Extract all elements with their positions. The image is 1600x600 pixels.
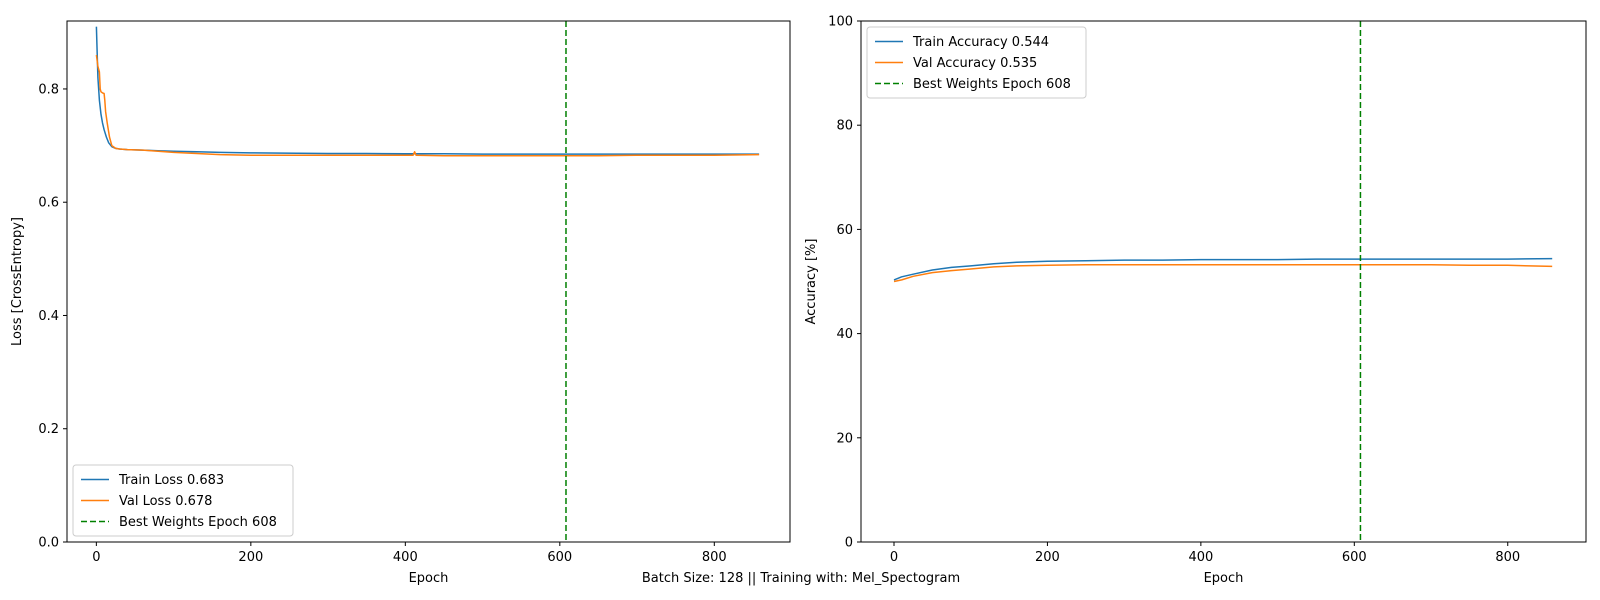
y-tick-label: 20 [836, 431, 853, 446]
y-tick-label: 0.0 [38, 536, 59, 551]
legend-label: Val Loss 0.678 [119, 494, 212, 509]
y-tick-label: 0.4 [38, 309, 59, 324]
x-tick-label: 0 [890, 550, 898, 565]
y-axis-label: Loss [CrossEntropy] [10, 217, 25, 346]
legend: Train Loss 0.683 Val Loss 0.678 Best Weigh… [72, 464, 294, 537]
x-tick-label: 800 [702, 550, 727, 565]
legend-label: Train Loss 0.683 [118, 473, 224, 488]
y-tick-label: 60 [836, 223, 853, 238]
footer-caption: Batch Size: 128 || Training with: Mel_Sp… [642, 571, 960, 586]
axes-frame [66, 20, 791, 543]
series-line-val [893, 264, 1553, 283]
loss-chart: 0 200 400 600 800 0.0 0.2 0.4 0.6 0.8 Epoch Loss [C… [10, 20, 791, 586]
y-tick-label: 0.6 [38, 196, 59, 211]
series-line-val [95, 54, 760, 157]
y-tick-label: 0.8 [38, 82, 59, 97]
accuracy-chart: 0 200 400 600 800 0 20 40 60 80 100 Epoch Accuracy [… [804, 15, 1587, 586]
y-axis-label: Accuracy [%] [804, 239, 819, 325]
x-tick-label: 200 [1035, 550, 1060, 565]
legend: Train Accuracy 0.544 Val Accuracy 0.535 Be… [866, 26, 1087, 99]
x-tick-label: 400 [393, 550, 418, 565]
y-tick-label: 80 [836, 119, 853, 134]
legend-label: Best Weights Epoch 608 [913, 77, 1071, 92]
x-tick-label: 0 [92, 550, 100, 565]
plot-area [95, 21, 760, 542]
legend-box [866, 26, 1087, 99]
x-tick-label: 200 [238, 550, 263, 565]
series-line-train [95, 26, 760, 155]
legend-label: Val Accuracy 0.535 [913, 56, 1037, 71]
x-tick-label: 400 [1188, 550, 1213, 565]
y-tick-label: 0.2 [38, 422, 59, 437]
y-tick-label: 0 [845, 536, 853, 551]
y-tick-label: 100 [828, 15, 853, 30]
legend-label: Best Weights Epoch 608 [119, 515, 277, 530]
x-tick-label: 600 [547, 550, 572, 565]
series-line-train [893, 257, 1553, 281]
legend-box [72, 464, 294, 537]
x-axis-label: Epoch [409, 571, 449, 586]
axes-frame [860, 20, 1587, 543]
y-tick-label: 40 [836, 327, 853, 342]
legend-label: Train Accuracy 0.544 [912, 35, 1049, 50]
plot-area [893, 21, 1553, 542]
x-tick-label: 600 [1342, 550, 1367, 565]
x-tick-label: 800 [1495, 550, 1520, 565]
x-axis-label: Epoch [1204, 571, 1244, 586]
